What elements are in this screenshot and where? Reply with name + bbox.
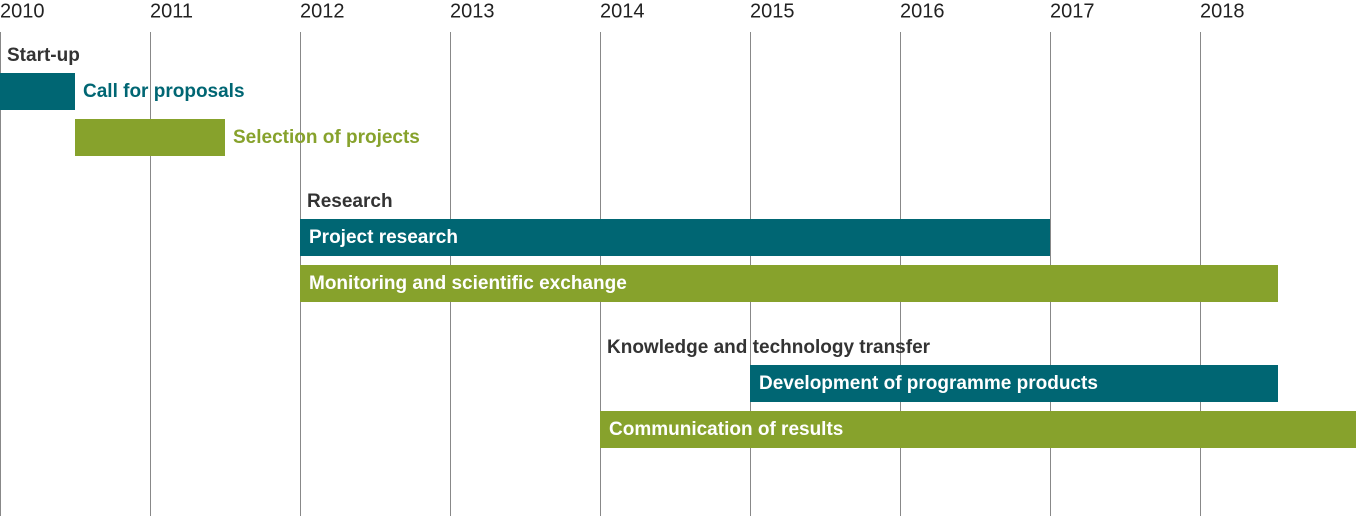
task-bar [600,411,1356,448]
task-label: Monitoring and scientific exchange [309,273,627,294]
task-bar [0,73,75,110]
x-tick-label: 2012 [300,0,345,22]
task-bar [300,219,1050,256]
x-tick-label: 2014 [600,0,645,22]
task-label: Project research [309,227,458,248]
x-tick-label: 2018 [1200,0,1245,22]
task-bar [300,265,1278,302]
task-label: Call for proposals [83,81,245,102]
x-tick-label: 2010 [0,0,45,22]
x-tick-label: 2016 [900,0,945,22]
task-label: Communication of results [609,419,843,440]
x-tick-label: 2013 [450,0,495,22]
group-label: Research [307,191,393,212]
group-label: Start-up [7,45,80,66]
task-label: Development of programme products [759,373,1098,394]
group-label: Knowledge and technology transfer [607,337,931,358]
task-bar [750,365,1278,402]
task-label: Selection of projects [233,127,420,148]
x-tick-label: 2015 [750,0,795,22]
x-tick-label: 2017 [1050,0,1095,22]
x-tick-label: 2011 [150,0,193,22]
task-bar [75,119,225,156]
